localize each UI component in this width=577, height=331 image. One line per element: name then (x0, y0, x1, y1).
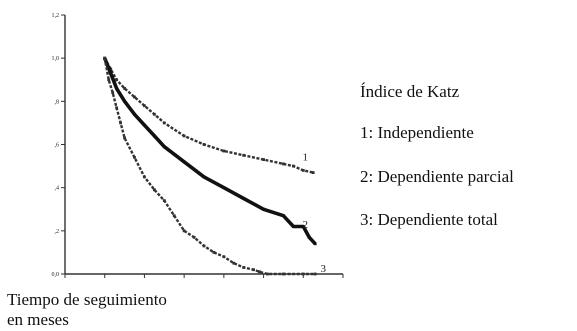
data-point (292, 225, 295, 228)
data-point (282, 214, 285, 218)
data-point (292, 164, 295, 168)
series-line (103, 57, 316, 276)
y-tick-label: 1,2 (52, 13, 60, 19)
data-point (162, 199, 166, 202)
data-point (123, 87, 126, 90)
series-layer (103, 56, 317, 276)
data-point (202, 175, 206, 179)
data-point (222, 149, 226, 153)
data-point (212, 251, 216, 254)
legend-title: Índice de Katz (360, 82, 460, 101)
data-point (242, 266, 246, 269)
data-point (202, 143, 206, 146)
data-point (202, 244, 206, 248)
survival-chart: 0,0 ,2 ,4 ,6 ,8 1,0 1,2 -20020406080100120 1 2 3 (52, 13, 344, 278)
data-point (123, 99, 126, 103)
data-point (307, 235, 311, 239)
data-point (313, 272, 317, 276)
data-point (162, 121, 166, 125)
data-point (252, 268, 255, 272)
legend-entry-independiente: 1: Independiente (360, 123, 474, 142)
data-point (153, 134, 156, 138)
curve-label-group: 1 2 3 (302, 152, 326, 275)
y-tick-label: ,2 (55, 229, 60, 235)
data-point (153, 112, 156, 116)
x-tick-group: -20020406080100120 (64, 274, 344, 278)
data-point (192, 235, 196, 239)
curve-label: 1 (302, 152, 308, 164)
data-point (115, 87, 118, 90)
data-point (282, 272, 285, 276)
data-point (182, 134, 186, 138)
data-point (107, 78, 111, 82)
legend-entry-dependiente-parcial: 2: Dependiente parcial (360, 167, 514, 186)
data-point (115, 78, 118, 82)
data-point (133, 95, 136, 99)
data-point (115, 106, 118, 110)
data-point (301, 225, 305, 228)
data-point (143, 123, 146, 127)
data-point (123, 136, 126, 140)
y-tick-group: 0,0 ,2 ,4 ,6 ,8 1,0 1,2 (52, 13, 65, 278)
data-point (133, 156, 136, 159)
y-tick-label: ,4 (55, 186, 60, 192)
data-point (232, 261, 236, 265)
data-point (266, 272, 269, 276)
data-point (262, 207, 265, 211)
curve-label: 2 (302, 219, 308, 231)
x-axis-title-line-2: en meses (7, 310, 69, 329)
data-point (182, 229, 186, 233)
data-point (313, 242, 317, 246)
data-point (222, 186, 226, 190)
data-point (103, 56, 107, 60)
data-point (119, 121, 122, 125)
legend-entry-dependiente-total: 3: Dependiente total (360, 210, 498, 229)
data-point (242, 197, 246, 200)
data-point (109, 71, 113, 75)
curve-label: 3 (320, 263, 326, 275)
data-point (111, 91, 115, 95)
data-point (311, 171, 315, 174)
x-axis-title-line-1: Tiempo de seguimiento (7, 290, 167, 309)
x-axis-title: Tiempo de seguimiento en meses (7, 290, 267, 330)
data-point (153, 188, 156, 192)
data-point (301, 169, 305, 172)
data-point (262, 158, 265, 161)
data-point (162, 145, 166, 149)
data-point (172, 214, 176, 218)
series-3 (103, 56, 317, 276)
data-point (258, 270, 261, 274)
y-tick-label: ,6 (55, 143, 60, 149)
series-2 (103, 56, 317, 246)
y-tick-label: ,8 (55, 99, 60, 105)
data-point (282, 162, 285, 166)
y-tick-label: 1,0 (52, 56, 60, 62)
data-point (182, 160, 186, 164)
series-line (103, 57, 317, 246)
data-point (143, 104, 146, 108)
data-point (242, 153, 246, 157)
data-point (222, 255, 226, 259)
data-point (133, 112, 136, 116)
y-tick-label: 0,0 (52, 272, 60, 278)
data-point (301, 272, 305, 276)
data-point (143, 175, 146, 179)
